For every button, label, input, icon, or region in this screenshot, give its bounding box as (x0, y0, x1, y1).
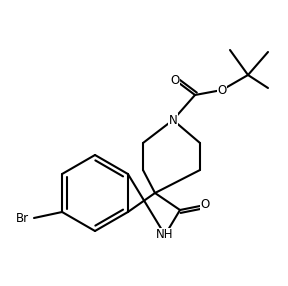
Text: N: N (169, 114, 177, 126)
Text: O: O (217, 84, 227, 96)
Text: NH: NH (156, 229, 174, 241)
Text: O: O (170, 74, 180, 86)
Text: Br: Br (16, 212, 29, 225)
Text: O: O (200, 198, 210, 212)
